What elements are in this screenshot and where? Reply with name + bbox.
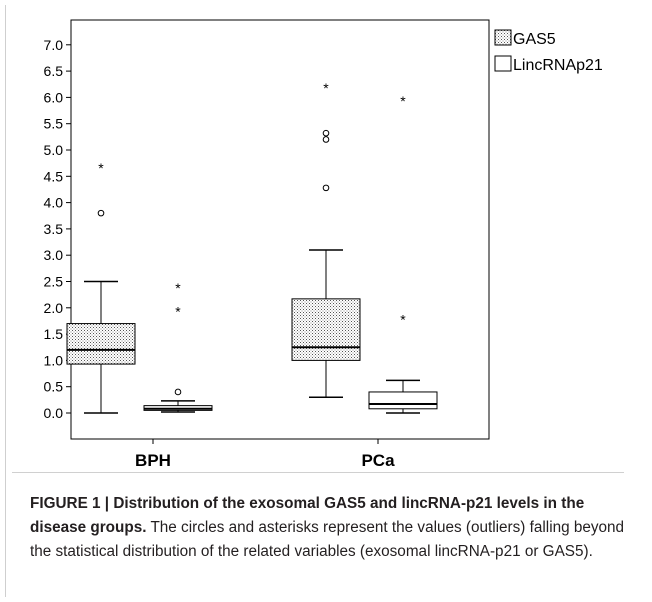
y-axis: 7.0 6.5 6.0 5.5 5.0 4.5 4.0 3.5 3.0 2.5 2.0 1.5 1.0 0… [44, 37, 71, 421]
figure-frame [5, 5, 648, 597]
y-tick-label: 0.5 [44, 379, 64, 395]
figure-caption: FIGURE 1 | Distribution of the exosomal … [12, 472, 625, 564]
y-tick-label: 3.5 [44, 221, 64, 237]
box-body [66, 323, 136, 365]
outlier-circle [322, 129, 330, 137]
outlier-asterisk: * [400, 311, 406, 327]
caption-title: FIGURE 1 | Distribution of the exosomal … [30, 495, 585, 536]
outlier-circle [322, 184, 330, 192]
legend-label: GAS5 [513, 31, 556, 48]
x-category-label: BPH [135, 451, 171, 470]
y-tick-label: 5.0 [44, 142, 64, 158]
y-tick-label: 6.0 [44, 89, 64, 105]
outlier-asterisk: * [323, 80, 329, 96]
x-category-label: PCa [361, 451, 395, 470]
y-tick-label: 4.0 [44, 195, 64, 211]
y-tick-label: 6.5 [44, 63, 64, 79]
y-tick-label: 0.0 [44, 405, 64, 421]
outlier-asterisk: * [175, 280, 181, 296]
box-body [368, 391, 438, 410]
y-tick-label: 1.0 [44, 352, 64, 368]
y-tick-label: 1.5 [44, 326, 64, 342]
outlier-asterisk: * [98, 160, 104, 176]
y-tick-label: 4.5 [44, 168, 64, 184]
legend-swatch [494, 55, 512, 72]
y-tick-label: 3.0 [44, 247, 64, 263]
outlier-circle [97, 209, 105, 217]
box-groups: * * * * * * [66, 80, 438, 414]
x-axis: BPH PCa [135, 439, 395, 470]
plot-area [70, 19, 490, 440]
y-tick-label: 5.5 [44, 116, 64, 132]
outlier-asterisk: * [175, 303, 181, 319]
legend: GAS5 LincRNAp21 [494, 29, 603, 74]
outlier-circle [174, 388, 182, 396]
outlier-asterisk: * [400, 93, 406, 109]
legend-swatch [494, 29, 512, 46]
caption-divider [12, 472, 624, 473]
caption-body: The circles and asterisks represent the … [30, 519, 625, 560]
y-tick-label: 2.0 [44, 300, 64, 316]
outlier-circle [322, 136, 330, 143]
y-tick-label: 2.5 [44, 274, 64, 290]
legend-label: LincRNAp21 [513, 57, 603, 74]
y-tick-label: 7.0 [44, 37, 64, 53]
box-plot-chart: 7.0 6.5 6.0 5.5 5.0 4.5 4.0 3.5 3.0 2.5 2.0 1.5 1.0 0… [44, 19, 603, 470]
box-body [291, 298, 361, 361]
